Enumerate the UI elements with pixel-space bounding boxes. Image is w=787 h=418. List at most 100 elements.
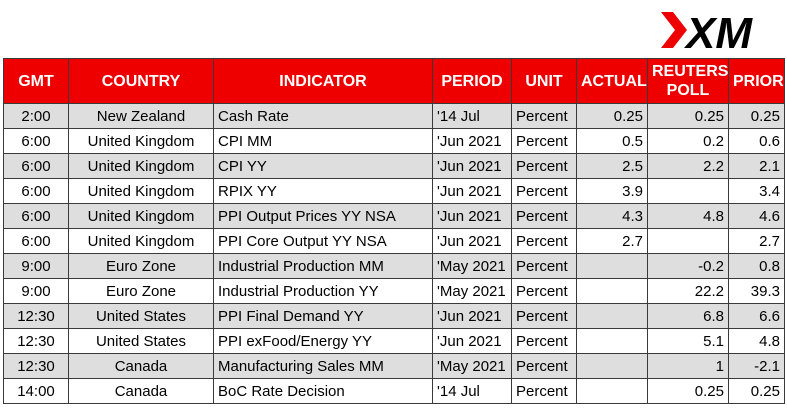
cell-actual: 0.5 bbox=[576, 128, 648, 154]
cell-indicator: CPI YY bbox=[213, 153, 433, 179]
cell-unit: Percent bbox=[511, 328, 577, 354]
cell-actual: 3.9 bbox=[576, 178, 648, 204]
cell-reuters-poll bbox=[647, 178, 729, 204]
cell-period: 'Jun 2021 bbox=[432, 303, 512, 329]
table-row: 6:00 United Kingdom CPI MM 'Jun 2021 Percent… bbox=[3, 128, 785, 154]
cell-prior: 0.25 bbox=[728, 103, 785, 129]
cell-country: United Kingdom bbox=[68, 228, 214, 254]
col-header-indicator: INDICATOR bbox=[213, 58, 433, 104]
cell-period: 'Jun 2021 bbox=[432, 203, 512, 229]
cell-prior: 4.6 bbox=[728, 203, 785, 229]
cell-country: United States bbox=[68, 303, 214, 329]
cell-indicator: PPI Core Output YY NSA bbox=[213, 228, 433, 254]
cell-actual bbox=[576, 328, 648, 354]
cell-gmt: 2:00 bbox=[3, 103, 69, 129]
cell-period: 'Jun 2021 bbox=[432, 228, 512, 254]
cell-prior: 0.25 bbox=[728, 378, 785, 404]
col-header-unit: UNIT bbox=[511, 58, 577, 104]
cell-unit: Percent bbox=[511, 153, 577, 179]
table-row: 2:00 New Zealand Cash Rate '14 Jul Percent 0.… bbox=[3, 103, 785, 129]
table-row: 14:00 Canada BoC Rate Decision '14 Jul Perce… bbox=[3, 378, 785, 404]
table-row: 9:00 Euro Zone Industrial Production YY 'Ma… bbox=[3, 278, 785, 304]
cell-country: Canada bbox=[68, 353, 214, 379]
cell-indicator: BoC Rate Decision bbox=[213, 378, 433, 404]
col-header-period: PERIOD bbox=[432, 58, 512, 104]
cell-period: 'May 2021 bbox=[432, 353, 512, 379]
cell-unit: Percent bbox=[511, 178, 577, 204]
cell-period: 'Jun 2021 bbox=[432, 328, 512, 354]
cell-actual bbox=[576, 303, 648, 329]
cell-unit: Percent bbox=[511, 228, 577, 254]
cell-country: New Zealand bbox=[68, 103, 214, 129]
header-row: GMT COUNTRY INDICATOR PERIOD UNIT ACTUAL… bbox=[3, 58, 785, 104]
table-row: 12:30 United States PPI exFood/Energy YY 'J… bbox=[3, 328, 785, 354]
cell-gmt: 12:30 bbox=[3, 303, 69, 329]
cell-period: 'May 2021 bbox=[432, 278, 512, 304]
cell-country: United Kingdom bbox=[68, 203, 214, 229]
cell-reuters-poll bbox=[647, 228, 729, 254]
cell-prior: 0.6 bbox=[728, 128, 785, 154]
cell-unit: Percent bbox=[511, 378, 577, 404]
cell-reuters-poll: 4.8 bbox=[647, 203, 729, 229]
cell-indicator: Manufacturing Sales MM bbox=[213, 353, 433, 379]
cell-country: United Kingdom bbox=[68, 178, 214, 204]
cell-indicator: Cash Rate bbox=[213, 103, 433, 129]
cell-period: 'Jun 2021 bbox=[432, 153, 512, 179]
table-row: 6:00 United Kingdom CPI YY 'Jun 2021 Percent… bbox=[3, 153, 785, 179]
cell-unit: Percent bbox=[511, 103, 577, 129]
cell-reuters-poll: 0.2 bbox=[647, 128, 729, 154]
cell-gmt: 14:00 bbox=[3, 378, 69, 404]
cell-period: 'Jun 2021 bbox=[432, 128, 512, 154]
cell-prior: 2.7 bbox=[728, 228, 785, 254]
cell-actual: 4.3 bbox=[576, 203, 648, 229]
cell-period: 'May 2021 bbox=[432, 253, 512, 279]
cell-gmt: 12:30 bbox=[3, 328, 69, 354]
cell-country: Euro Zone bbox=[68, 278, 214, 304]
cell-reuters-poll: 2.2 bbox=[647, 153, 729, 179]
cell-actual bbox=[576, 353, 648, 379]
cell-country: United Kingdom bbox=[68, 128, 214, 154]
cell-unit: Percent bbox=[511, 303, 577, 329]
cell-reuters-poll: 22.2 bbox=[647, 278, 729, 304]
cell-prior: -2.1 bbox=[728, 353, 785, 379]
cell-gmt: 6:00 bbox=[3, 203, 69, 229]
cell-gmt: 9:00 bbox=[3, 253, 69, 279]
cell-unit: Percent bbox=[511, 278, 577, 304]
cell-indicator: Industrial Production YY bbox=[213, 278, 433, 304]
cell-indicator: PPI exFood/Energy YY bbox=[213, 328, 433, 354]
economic-calendar-table: GMT COUNTRY INDICATOR PERIOD UNIT ACTUAL… bbox=[3, 58, 785, 404]
cell-prior: 39.3 bbox=[728, 278, 785, 304]
table-row: 6:00 United Kingdom PPI Core Output YY NSA… bbox=[3, 228, 785, 254]
cell-prior: 2.1 bbox=[728, 153, 785, 179]
cell-period: '14 Jul bbox=[432, 103, 512, 129]
cell-reuters-poll: 0.25 bbox=[647, 378, 729, 404]
cell-actual: 2.7 bbox=[576, 228, 648, 254]
cell-unit: Percent bbox=[511, 203, 577, 229]
cell-reuters-poll: -0.2 bbox=[647, 253, 729, 279]
col-header-reuters-poll: REUTERS POLL bbox=[647, 58, 729, 104]
cell-actual bbox=[576, 278, 648, 304]
cell-gmt: 6:00 bbox=[3, 153, 69, 179]
table-row: 12:30 Canada Manufacturing Sales MM 'May 20… bbox=[3, 353, 785, 379]
cell-gmt: 6:00 bbox=[3, 178, 69, 204]
cell-indicator: Industrial Production MM bbox=[213, 253, 433, 279]
col-header-prior: PRIOR bbox=[728, 58, 785, 104]
cell-reuters-poll: 6.8 bbox=[647, 303, 729, 329]
cell-gmt: 12:30 bbox=[3, 353, 69, 379]
cell-period: 'Jun 2021 bbox=[432, 178, 512, 204]
cell-period: '14 Jul bbox=[432, 378, 512, 404]
cell-actual: 0.25 bbox=[576, 103, 648, 129]
table-row: 12:30 United States PPI Final Demand YY 'Ju… bbox=[3, 303, 785, 329]
table-row: 9:00 Euro Zone Industrial Production MM 'Ma… bbox=[3, 253, 785, 279]
cell-country: United States bbox=[68, 328, 214, 354]
cell-unit: Percent bbox=[511, 128, 577, 154]
cell-prior: 6.6 bbox=[728, 303, 785, 329]
col-header-gmt: GMT bbox=[3, 58, 69, 104]
cell-indicator: PPI Output Prices YY NSA bbox=[213, 203, 433, 229]
cell-prior: 4.8 bbox=[728, 328, 785, 354]
cell-gmt: 6:00 bbox=[3, 128, 69, 154]
cell-actual bbox=[576, 378, 648, 404]
cell-country: Euro Zone bbox=[68, 253, 214, 279]
cell-gmt: 9:00 bbox=[3, 278, 69, 304]
table-row: 6:00 United Kingdom RPIX YY 'Jun 2021 Percen… bbox=[3, 178, 785, 204]
